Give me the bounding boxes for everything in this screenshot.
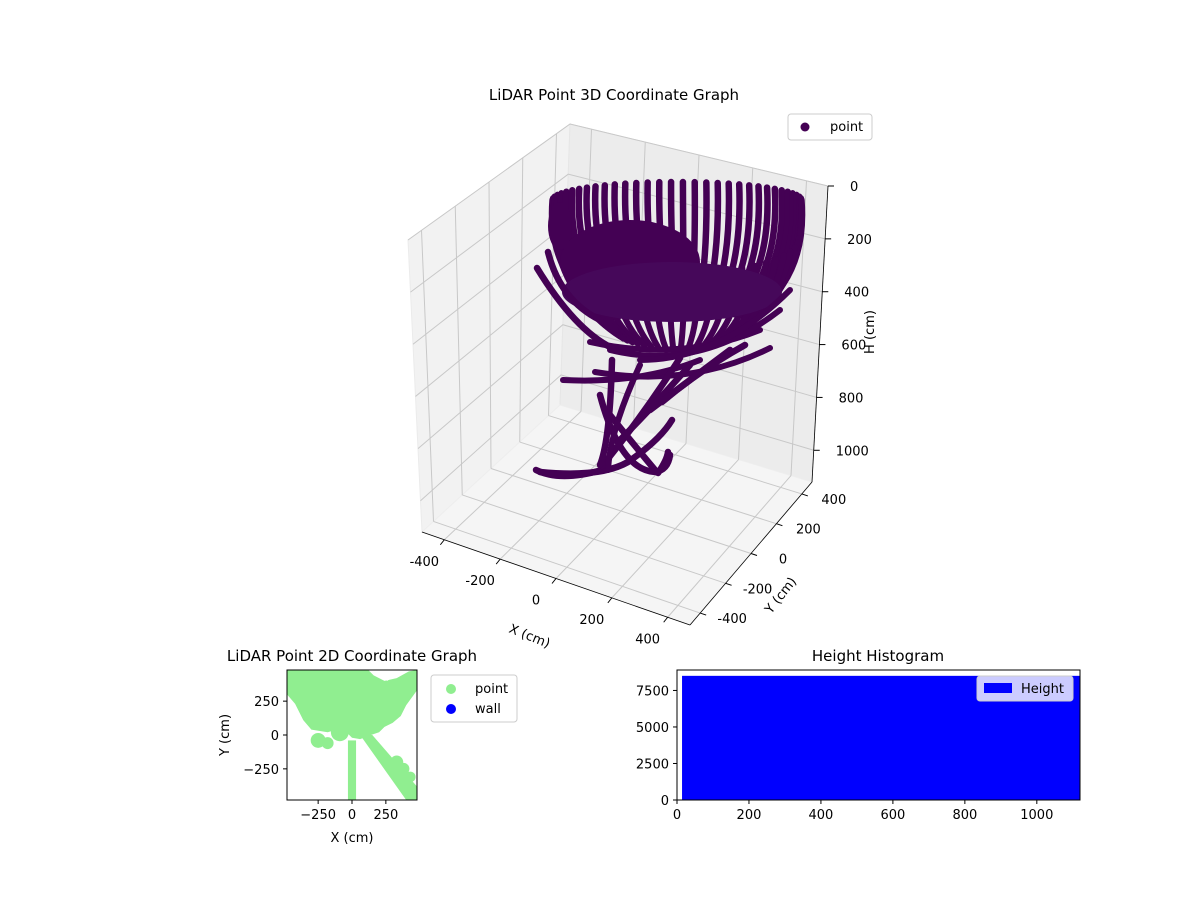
point-cluster (404, 771, 416, 783)
z-tick-3d: 800 (839, 391, 864, 406)
z-tick-3d: 600 (841, 339, 866, 354)
axes-3d: -400-2000200400-400-20002004000200400600… (410, 180, 872, 647)
y-tick-3d: -400 (717, 612, 747, 627)
scan-curve (596, 391, 674, 476)
scan-curve (532, 466, 606, 480)
legend-histogram-label: Height (1021, 682, 1064, 697)
x-axis-label-3d: X (cm) (507, 622, 552, 652)
x-tick-histogram: 800 (952, 808, 977, 823)
z-tick-3d: 400 (844, 286, 869, 301)
y-tick-2d: −250 (243, 763, 279, 778)
y-tick-histogram: 7500 (636, 684, 669, 699)
z-tick-3d: 0 (850, 180, 858, 195)
point-region (287, 670, 417, 740)
legend-3d-marker (800, 122, 810, 132)
scan-arc (637, 287, 793, 363)
empty-gap (370, 670, 404, 681)
points-3d (532, 178, 806, 480)
x-tick-3d: 0 (532, 594, 540, 609)
point-strip (347, 740, 357, 800)
x-tick-histogram: 600 (880, 808, 905, 823)
scan-curve (606, 411, 659, 474)
y-tick-histogram: 2500 (636, 757, 669, 772)
dense-core-lower (562, 262, 782, 322)
x-tick-2d: 250 (373, 808, 398, 823)
y-tick-2d: 0 (271, 729, 279, 744)
z-axis-label-3d: H (cm) (863, 310, 878, 354)
scan-curve (544, 248, 604, 324)
x-tick-3d: -400 (410, 555, 440, 570)
x-tick-histogram: 400 (809, 808, 834, 823)
dense-core-left (548, 202, 572, 250)
x-tick-histogram: 1000 (1020, 808, 1053, 823)
x-tick-2d: 0 (348, 808, 356, 823)
chart-histogram: Height Histogram 0 200 400 600 800 1000 0 2500 5… (636, 647, 1081, 823)
legend-histogram: Height (976, 675, 1074, 702)
axes-2d: −250 0 250 −250 0 250 (243, 695, 398, 823)
x-axis-label-2d: X (cm) (331, 831, 374, 846)
y-tick-2d: 250 (254, 695, 279, 710)
scan-curve (605, 362, 643, 473)
scan-curve (533, 264, 616, 352)
legend-2d-point-marker (446, 684, 456, 694)
axes-histogram: 0 200 400 600 800 1000 0 2500 5000 7500 (636, 684, 1053, 823)
chart-3d-title: LiDAR Point 3D Coordinate Graph (489, 86, 739, 104)
x-tick-histogram: 0 (673, 808, 681, 823)
x-tick-histogram: 200 (737, 808, 762, 823)
x-tick-3d: 200 (579, 613, 604, 628)
legend-2d: point wall (430, 674, 518, 723)
points-2d (287, 670, 417, 800)
chart-2d-title: LiDAR Point 2D Coordinate Graph (227, 647, 477, 665)
y-tick-3d: -200 (743, 582, 773, 597)
point-band (360, 735, 417, 800)
y-tick-histogram: 0 (661, 794, 669, 809)
scan-curve (658, 341, 749, 406)
x-tick-3d: -200 (465, 574, 495, 589)
legend-histogram-swatch (984, 683, 1012, 693)
chart-2d: LiDAR Point 2D Coordinate Graph −250 0 250… (218, 647, 518, 846)
z-tick-3d: 200 (847, 233, 872, 248)
z-tick-3d: 1000 (836, 444, 869, 459)
legend-3d-label: point (830, 120, 863, 135)
y-tick-3d: 400 (821, 493, 846, 508)
legend-3d: point (787, 113, 873, 141)
legend-2d-wall-marker (446, 704, 456, 714)
y-axis-label-2d: Y (cm) (218, 714, 233, 757)
histogram-title: Height Histogram (812, 647, 944, 665)
y-tick-3d: 200 (796, 523, 821, 538)
y-tick-3d: 0 (779, 553, 787, 568)
point-cluster (397, 762, 410, 775)
plot-frame-histogram (676, 669, 1081, 801)
y-tick-histogram: 5000 (636, 721, 669, 736)
x-tick-3d: 400 (635, 632, 660, 647)
point-cluster (321, 737, 334, 750)
point-cluster (330, 723, 349, 742)
x-tick-2d: −250 (300, 808, 336, 823)
legend-2d-wall-label: wall (475, 702, 501, 717)
legend-2d-point-label: point (475, 682, 508, 697)
chart-3d: LiDAR Point 3D Coordinate Graph -400 -200… (407, 86, 878, 652)
